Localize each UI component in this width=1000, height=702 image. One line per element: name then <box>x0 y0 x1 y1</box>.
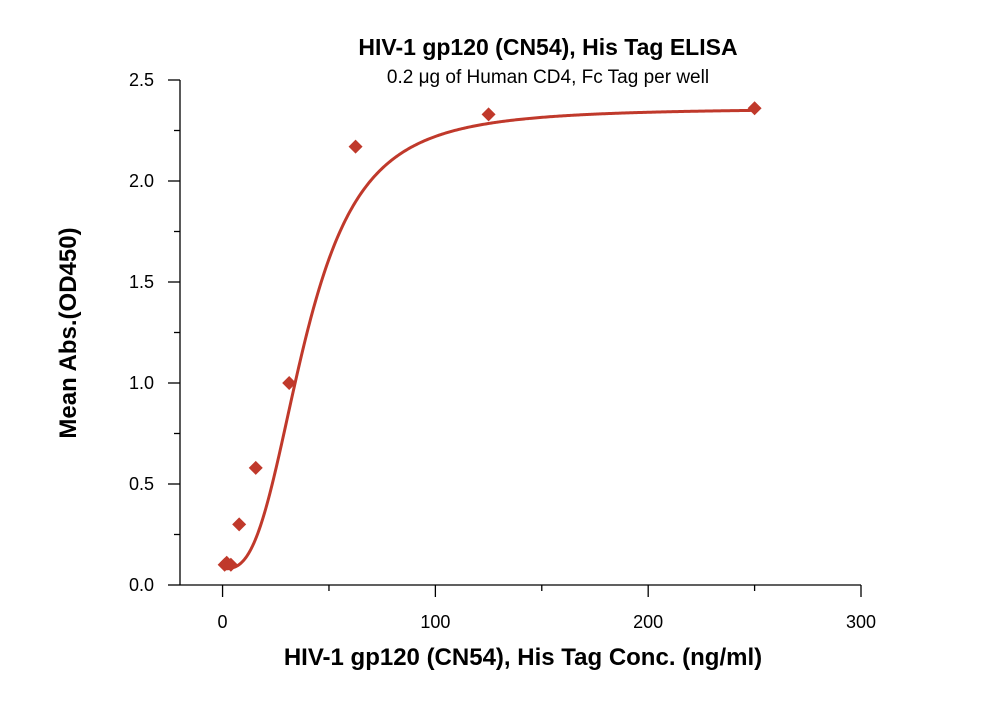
data-point <box>747 101 762 116</box>
data-point <box>348 139 363 154</box>
x-tick-label: 300 <box>846 612 876 632</box>
data-point <box>248 460 263 475</box>
x-tick-label: 200 <box>633 612 663 632</box>
y-tick-label: 2.0 <box>129 171 154 191</box>
data-point <box>282 376 297 390</box>
y-tick-label: 0.0 <box>129 575 154 595</box>
chart-subtitle: 0.2 μg of Human CD4, Fc Tag per well <box>387 67 709 88</box>
axis-tick-labels: 0.0 0.5 1.0 1.5 2.0 2.5 0 100 200 300 <box>129 70 876 632</box>
axis-ticks <box>168 79 862 597</box>
data-point <box>232 517 247 532</box>
axes <box>179 80 861 586</box>
y-tick-label: 1.5 <box>129 272 154 292</box>
chart-title: HIV-1 gp120 (CN54), His Tag ELISA <box>358 34 737 60</box>
y-tick-label: 1.0 <box>129 373 154 393</box>
fit-curve <box>224 108 755 571</box>
x-axis-label: HIV-1 gp120 (CN54), His Tag Conc. (ng/ml… <box>284 644 762 671</box>
x-tick-label: 100 <box>420 612 450 632</box>
data-point <box>481 107 496 122</box>
y-tick-label: 0.5 <box>129 474 154 494</box>
y-tick-label: 2.5 <box>129 70 154 90</box>
data-point <box>223 557 238 572</box>
x-tick-label: 0 <box>218 612 228 632</box>
y-axis-label: Mean Abs.(OD450) <box>55 227 82 438</box>
data-markers <box>217 101 762 572</box>
